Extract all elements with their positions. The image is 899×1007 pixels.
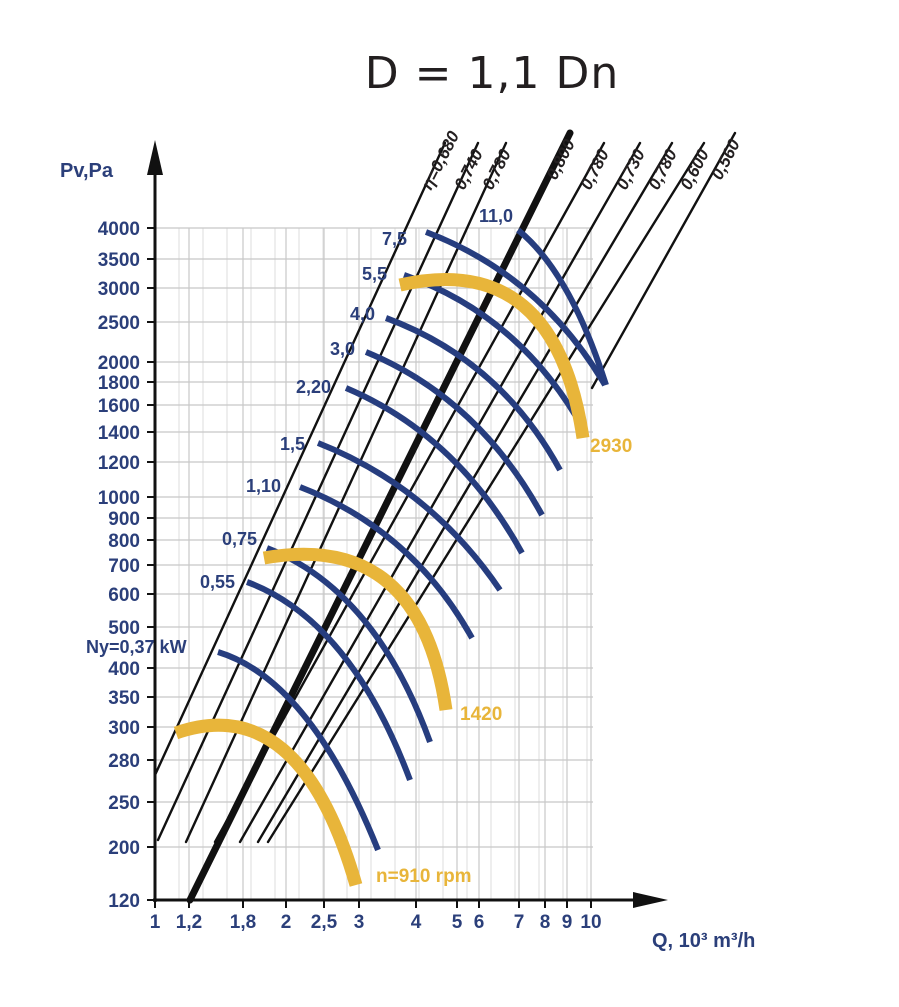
power-curve xyxy=(217,649,381,852)
y-tick-label: 250 xyxy=(108,793,140,814)
y-tick-label: 2000 xyxy=(98,353,140,374)
y-tick-label: 700 xyxy=(108,556,140,577)
efficiency-label: 0,780 xyxy=(479,146,515,193)
axes xyxy=(147,140,668,908)
power-curve-label: 0,75 xyxy=(222,529,257,549)
x-tick-label: 9 xyxy=(562,912,573,933)
efficiency-lines xyxy=(153,129,737,904)
x-tick-label: 4 xyxy=(411,912,422,933)
y-tick-label: 1400 xyxy=(98,423,140,444)
x-tick-label: 2 xyxy=(281,912,292,933)
x-tick-label: 1,8 xyxy=(230,912,256,933)
power-curve-label: 2,20 xyxy=(296,377,331,397)
power-curve-label: Ny=0,37 kW xyxy=(86,637,187,657)
y-tick-label: 3500 xyxy=(98,250,140,271)
y-tick-label: 400 xyxy=(108,659,140,680)
efficiency-line xyxy=(590,131,737,390)
speed-curve-label: n=910 rpm xyxy=(376,866,472,887)
power-curve xyxy=(316,440,503,592)
power-curve-label: 4,0 xyxy=(350,304,375,324)
efficiency-label: 0,730 xyxy=(613,146,649,193)
x-tick-label: 5 xyxy=(452,912,463,933)
speed-curve xyxy=(173,718,363,887)
power-curve xyxy=(384,315,563,472)
efficiency-label: 0,800 xyxy=(543,136,579,183)
power-curve xyxy=(344,385,525,555)
y-tick-label: 4000 xyxy=(98,219,140,240)
x-tick-label: 8 xyxy=(540,912,551,933)
speed-curves xyxy=(173,273,590,887)
efficiency-label: 0,560 xyxy=(708,136,744,183)
y-tick-label: 1600 xyxy=(98,396,140,417)
power-curve-label: 1,10 xyxy=(246,476,281,496)
x-axis-arrow-icon xyxy=(633,892,668,908)
y-tick-label: 600 xyxy=(108,585,140,606)
x-tick-label: 1,2 xyxy=(176,912,202,933)
power-curve-label: 5,5 xyxy=(362,264,387,284)
y-tick-label: 900 xyxy=(108,509,140,530)
x-tick-label: 3 xyxy=(354,912,365,933)
power-curve-label: 1,5 xyxy=(280,434,305,454)
y-tick-label: 1200 xyxy=(98,453,140,474)
grid xyxy=(154,227,593,901)
power-curve-label: 0,55 xyxy=(200,572,235,592)
y-tick-label: 280 xyxy=(108,751,140,772)
y-tick-label: 350 xyxy=(108,688,140,709)
efficiency-label: 0,780 xyxy=(577,146,613,193)
y-tick-label: 1000 xyxy=(98,488,140,509)
speed-curve xyxy=(398,273,590,439)
x-tick-label: 7 xyxy=(514,912,525,933)
y-tick-label: 200 xyxy=(108,838,140,859)
efficiency-line xyxy=(256,141,674,844)
power-curve xyxy=(298,484,475,640)
efficiency-label: 0,600 xyxy=(677,146,713,193)
speed-curve xyxy=(262,547,453,711)
efficiency-label: 0,780 xyxy=(645,146,681,193)
power-curve xyxy=(424,229,608,387)
speed-curve-label: 2930 xyxy=(590,436,632,457)
x-tick-label: 10 xyxy=(580,912,601,933)
y-tick-label: 120 xyxy=(108,891,140,912)
y-tick-label: 2500 xyxy=(98,313,140,334)
power-labels: Ny=0,37 kW 0,55 0,75 1,10 1,5 2,20 3,0 4,0 5,5 7,… xyxy=(86,206,513,657)
power-curve xyxy=(245,579,413,782)
y-axis-title: Pv,Pa xyxy=(60,160,114,182)
y-tick-label: 1800 xyxy=(98,373,140,394)
speed-curve-label: 1420 xyxy=(460,704,502,725)
chart-title: D = 1,1 Dn xyxy=(365,48,619,99)
x-tick-labels: 1 1,2 1,8 2 2,5 3 4 5 6 7 8 9 10 xyxy=(150,900,602,933)
y-axis-arrow-icon xyxy=(147,140,163,175)
power-curve-label: 3,0 xyxy=(330,339,355,359)
efficiency-line xyxy=(238,141,642,844)
x-axis-title: Q, 10³ m³/h xyxy=(652,930,755,952)
power-curve-label: 7,5 xyxy=(382,229,407,249)
x-tick-label: 6 xyxy=(474,912,485,933)
power-curve xyxy=(364,349,545,517)
x-tick-label: 2,5 xyxy=(311,912,338,933)
y-tick-label: 3000 xyxy=(98,279,140,300)
y-tick-label: 800 xyxy=(108,531,140,552)
y-tick-labels: 120 200 250 280 300 350 400 500 600 700 8009001000… xyxy=(98,219,155,912)
power-curve xyxy=(516,227,609,386)
efficiency-line xyxy=(266,141,706,844)
y-tick-label: 300 xyxy=(108,718,140,739)
power-curve-label: 11,0 xyxy=(479,206,513,226)
y-tick-label: 500 xyxy=(108,618,140,639)
efficiency-line xyxy=(153,141,447,777)
speed-labels: n=910 rpm 1420 2930 xyxy=(376,436,632,887)
x-tick-label: 1 xyxy=(150,912,161,933)
